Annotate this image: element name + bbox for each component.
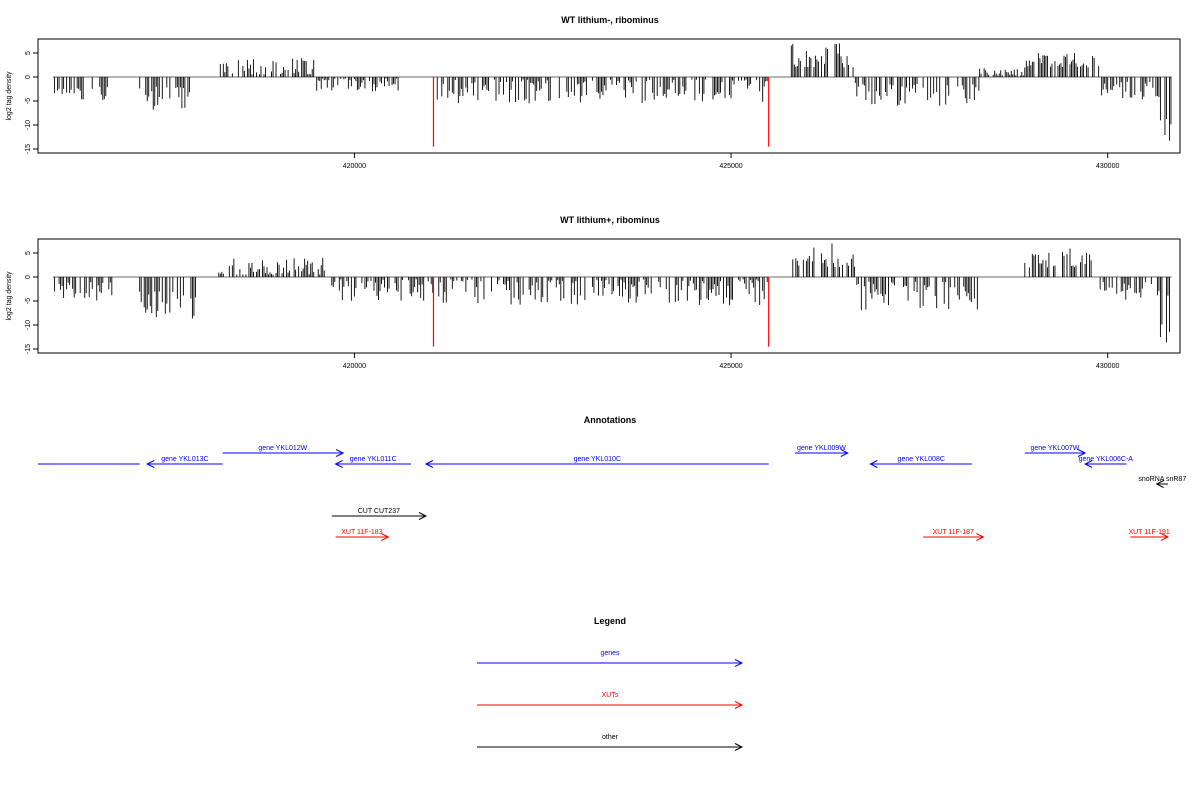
panel2-bars bbox=[54, 243, 1170, 347]
panel2-title: WT lithium+, ribominus bbox=[560, 215, 660, 225]
feature-arrowhead bbox=[840, 449, 849, 457]
y-tick-label: -5 bbox=[25, 298, 32, 304]
annotation-features: gene YKL013C gene YKL012W gene YKL011C gene… bbox=[38, 445, 1186, 541]
annotation-feature: gene YKL006C-A bbox=[1079, 456, 1134, 468]
feature-label: gene YKL013C bbox=[161, 456, 208, 463]
feature-arrowhead bbox=[381, 533, 390, 541]
panel1-title: WT lithium-, ribominus bbox=[561, 15, 659, 25]
annotations-title: Annotations bbox=[584, 415, 637, 425]
annotation-feature: gene YKL010C bbox=[424, 456, 769, 468]
feature-arrowhead bbox=[976, 533, 985, 541]
y-tick-label: 0 bbox=[25, 275, 32, 279]
legend-item: XUTs bbox=[477, 692, 744, 709]
feature-label: gene YKL012W bbox=[258, 445, 307, 452]
feature-label: gene YKL011C bbox=[350, 456, 397, 463]
feature-label: gene YKL007W bbox=[1030, 445, 1079, 452]
feature-arrowhead bbox=[1155, 480, 1164, 488]
annotation-feature: snoRNA snR87 bbox=[1138, 476, 1186, 488]
feature-label: XUT 11F-187 bbox=[933, 529, 974, 536]
feature-arrowhead bbox=[335, 449, 345, 457]
feature-arrowhead bbox=[869, 460, 878, 468]
legend-arrowhead bbox=[734, 701, 744, 709]
annotation-feature: XUT 11F-187 bbox=[923, 529, 985, 541]
annotation-feature: gene YKL009W bbox=[795, 445, 849, 457]
feature-arrowhead bbox=[1077, 449, 1087, 457]
legend-label: genes bbox=[600, 650, 620, 657]
panel2-plot-box bbox=[37, 238, 1181, 354]
feature-label: gene YKL010C bbox=[574, 456, 621, 463]
legend-panel: Legend genes XUTs other bbox=[477, 616, 744, 751]
feature-label: XUT 11F-191 bbox=[1128, 529, 1169, 536]
x-tick-label: 420000 bbox=[343, 363, 366, 370]
feature-arrowhead bbox=[418, 512, 428, 520]
annotation-feature: CUT CUT237 bbox=[331, 508, 428, 520]
feature-arrowhead bbox=[424, 460, 434, 468]
panel1-plot-box bbox=[37, 38, 1181, 154]
annotation-feature: gene YKL011C bbox=[334, 456, 411, 468]
legend-label: XUTs bbox=[602, 692, 619, 699]
panel2-x-axis: 420000 425000 430000 bbox=[343, 353, 1119, 370]
feature-label: gene YKL006C-A bbox=[1079, 456, 1134, 463]
annotation-feature: gene YKL012W bbox=[222, 445, 345, 457]
y-tick-label: -15 bbox=[25, 344, 32, 354]
annotation-feature: gene YKL008C bbox=[869, 456, 973, 468]
panel1-x-axis: 420000 425000 430000 bbox=[343, 153, 1119, 170]
y-tick-label: -10 bbox=[25, 320, 32, 330]
panel2-ylabel: log2 tag density bbox=[6, 271, 13, 321]
annotation-feature: gene YKL013C bbox=[146, 456, 223, 468]
legend-title: Legend bbox=[594, 616, 626, 626]
panel-lithium-minus: WT lithium-, ribominus log2 tag density … bbox=[6, 15, 1181, 170]
y-tick-label: -15 bbox=[25, 144, 32, 154]
panel1-bars bbox=[54, 43, 1172, 147]
feature-label: snoRNA snR87 bbox=[1138, 476, 1186, 483]
feature-arrowhead bbox=[146, 460, 155, 468]
panel2-y-axis: 5 0 -5 -10 -15 bbox=[25, 251, 39, 354]
annotation-feature: gene YKL007W bbox=[1024, 445, 1087, 457]
y-tick-label: 0 bbox=[25, 75, 32, 79]
y-tick-label: -5 bbox=[25, 98, 32, 104]
feature-label: XUT 11F-183 bbox=[341, 529, 382, 536]
legend-item: other bbox=[477, 734, 744, 751]
x-tick-label: 430000 bbox=[1096, 163, 1119, 170]
panel1-y-axis: 5 0 -5 -10 -15 bbox=[25, 51, 39, 154]
feature-arrowhead bbox=[1160, 533, 1170, 541]
y-tick-label: -10 bbox=[25, 120, 32, 130]
feature-label: gene YKL008C bbox=[898, 456, 945, 463]
y-tick-label: 5 bbox=[25, 251, 32, 255]
y-tick-label: 5 bbox=[25, 51, 32, 55]
feature-label: gene YKL009W bbox=[797, 445, 846, 452]
x-tick-label: 420000 bbox=[343, 163, 366, 170]
legend-arrowhead bbox=[734, 659, 744, 667]
x-tick-label: 430000 bbox=[1096, 363, 1119, 370]
feature-arrowhead bbox=[1083, 460, 1093, 468]
annotation-feature: XUT 11F-191 bbox=[1128, 529, 1170, 541]
x-tick-label: 425000 bbox=[719, 163, 742, 170]
x-tick-label: 425000 bbox=[719, 363, 742, 370]
panel-lithium-plus: WT lithium+, ribominus log2 tag density … bbox=[6, 215, 1181, 370]
legend-label: other bbox=[602, 734, 619, 741]
legend-item: genes bbox=[477, 650, 744, 667]
feature-arrowhead bbox=[334, 460, 343, 468]
panel1-ylabel: log2 tag density bbox=[6, 71, 13, 121]
legend-items: genes XUTs other bbox=[477, 650, 744, 751]
legend-arrowhead bbox=[734, 743, 744, 751]
annotation-feature: XUT 11F-183 bbox=[335, 529, 390, 541]
feature-label: CUT CUT237 bbox=[358, 508, 400, 515]
